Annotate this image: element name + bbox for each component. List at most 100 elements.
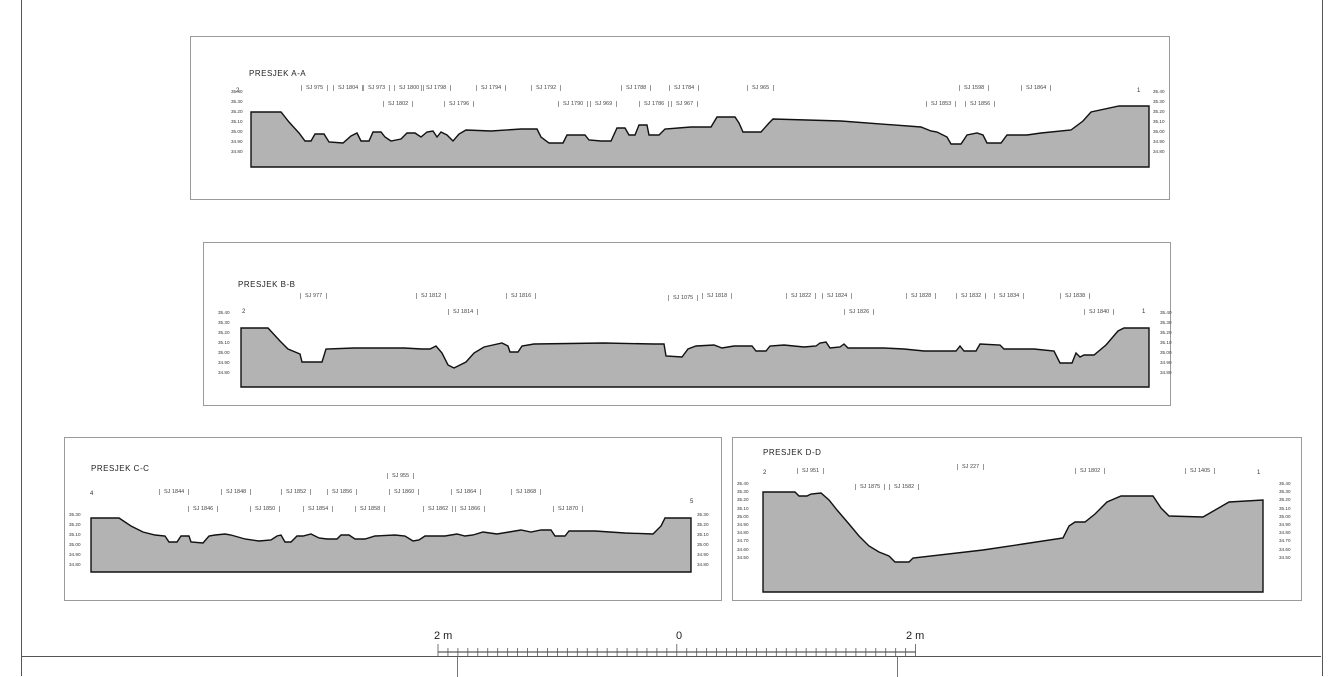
su-label: SJ 1818 — [702, 293, 733, 299]
su-label: SJ 1814 — [448, 309, 479, 315]
section-title-cc: PRESJEK C-C — [91, 464, 150, 473]
elevation-value: 35.00 — [1160, 350, 1172, 355]
elevation-scale-left-dd: 35.40 35.30 35.20 35.10 35.00 34.90 34.8… — [737, 480, 749, 562]
su-label: SJ 977 — [300, 293, 328, 299]
su-label: SJ 1838 — [1060, 293, 1091, 299]
elevation-value: 35.30 — [737, 489, 749, 495]
end-label-left-aa: 2 — [236, 88, 240, 94]
elevation-value: 35.30 — [697, 512, 709, 517]
elevation-value: 35.20 — [231, 109, 243, 114]
elevation-value: 35.10 — [218, 340, 230, 345]
elevation-value: 35.20 — [1279, 497, 1291, 503]
elevation-value: 35.00 — [231, 129, 243, 134]
elevation-value: 35.40 — [1279, 481, 1291, 486]
su-label: SJ 1796 — [444, 101, 475, 107]
section-panel-cc: PRESJEK C-C 4 5 35.30 35.20 35.10 35.00 … — [64, 437, 722, 601]
elevation-value: 35.10 — [1279, 505, 1291, 511]
elevation-value: 35.40 — [1160, 310, 1172, 315]
su-label: SJ 1802 — [1075, 468, 1106, 474]
elevation-value: 34.50 — [737, 554, 749, 560]
elevation-scale-left-bb: 35.40 35.30 35.20 35.10 35.00 34.90 34.8… — [218, 308, 230, 378]
su-label: SJ 1870 — [553, 506, 584, 512]
su-label: SJ 1794 — [476, 85, 507, 91]
section-profile-bb — [240, 327, 1150, 388]
su-label: SJ 1405 — [1185, 468, 1216, 474]
su-label: SJ 967 — [671, 101, 699, 107]
elevation-value: 34.80 — [697, 562, 709, 567]
elevation-scale-left-aa: 35.40 35.30 35.20 35.10 35.00 34.90 34.8… — [231, 87, 243, 157]
elevation-value: 35.20 — [697, 522, 709, 527]
elevation-value: 35.00 — [1279, 513, 1291, 519]
su-label: SJ 1856 — [965, 101, 996, 107]
su-label: SJ 975 — [301, 85, 329, 91]
su-label: SJ 1860 — [389, 489, 420, 495]
elevation-value: 35.10 — [231, 119, 243, 124]
elevation-value: 34.80 — [1279, 530, 1291, 536]
soil-fill-aa — [250, 105, 1150, 168]
elevation-value: 35.40 — [1153, 89, 1165, 94]
elevation-value: 35.40 — [231, 89, 243, 94]
su-label: SJ 951 — [797, 468, 825, 474]
elevation-value: 35.20 — [1160, 330, 1172, 335]
su-label: SJ 1828 — [906, 293, 937, 299]
soil-fill-bb — [240, 327, 1150, 388]
elevation-value: 35.20 — [69, 522, 81, 527]
elevation-value: 34.90 — [697, 552, 709, 557]
elevation-value: 35.10 — [697, 532, 709, 537]
elevation-value: 35.40 — [218, 310, 230, 315]
elevation-value: 34.80 — [737, 530, 749, 536]
elevation-value: 35.30 — [1279, 489, 1291, 495]
end-label-left-dd: 2 — [763, 470, 767, 476]
elevation-scale-right-dd: 35.40 35.30 35.20 35.10 35.00 34.90 34.8… — [1279, 480, 1291, 562]
su-label: SJ 1848 — [221, 489, 252, 495]
elevation-value: 35.10 — [737, 505, 749, 511]
su-label: SJ 1844 — [159, 489, 190, 495]
elevation-value: 34.80 — [218, 370, 230, 375]
su-label: SJ 955 — [387, 473, 415, 479]
section-title-bb: PRESJEK B-B — [238, 280, 296, 289]
su-label: SJ 1852 — [281, 489, 312, 495]
elevation-value: 34.80 — [231, 149, 243, 154]
su-label: SJ 973 — [363, 85, 391, 91]
elevation-scale-left-cc: 35.30 35.20 35.10 35.00 34.90 34.80 — [69, 510, 81, 570]
scale-bar — [437, 644, 917, 656]
su-label: SJ 1866 — [455, 506, 486, 512]
section-profile-dd — [762, 491, 1264, 593]
sheet-footer-bar — [21, 656, 1321, 677]
elevation-value: 34.70 — [1279, 538, 1291, 544]
su-label: SJ 1812 — [416, 293, 447, 299]
elevation-value: 35.00 — [1153, 129, 1165, 134]
soil-fill-cc — [90, 517, 692, 573]
elevation-value: 35.20 — [1153, 109, 1165, 114]
su-label: SJ 1846 — [188, 506, 219, 512]
elevation-value: 34.80 — [1160, 370, 1172, 375]
su-label: SJ 227 — [957, 464, 985, 470]
su-label: SJ 1868 — [511, 489, 542, 495]
elevation-value: 34.90 — [1279, 522, 1291, 528]
end-label-left-bb: 2 — [242, 309, 246, 315]
su-label: SJ 1875 — [855, 484, 886, 490]
su-label: SJ 1802 — [383, 101, 414, 107]
elevation-value: 35.20 — [218, 330, 230, 335]
elevation-value: 35.10 — [1160, 340, 1172, 345]
su-label: SJ 1582 — [889, 484, 920, 490]
su-label: SJ 1840 — [1084, 309, 1115, 315]
su-label: SJ 1864 — [451, 489, 482, 495]
su-label: SJ 1853 — [926, 101, 957, 107]
section-panel-aa: PRESJEK A-A 2 1 35.40 35.30 35.20 35.10 … — [190, 36, 1170, 200]
su-label: SJ 1798 — [421, 85, 452, 91]
elevation-value: 35.00 — [69, 542, 81, 547]
su-label: SJ 1788 — [621, 85, 652, 91]
su-label: SJ 1826 — [844, 309, 875, 315]
su-label: SJ 1834 — [994, 293, 1025, 299]
elevation-value: 34.90 — [1153, 139, 1165, 144]
elevation-value: 34.50 — [1279, 554, 1291, 560]
end-label-left-cc: 4 — [90, 491, 94, 497]
section-profile-cc — [90, 517, 692, 573]
elevation-value: 35.30 — [69, 512, 81, 517]
section-panel-dd: PRESJEK D-D 2 1 35.40 35.30 35.20 35.10 … — [732, 437, 1302, 601]
elevation-value: 34.80 — [1153, 149, 1165, 154]
elevation-scale-right-cc: 35.30 35.20 35.10 35.00 34.90 34.80 — [697, 510, 709, 570]
elevation-value: 35.40 — [737, 481, 749, 486]
su-label: SJ 1858 — [355, 506, 386, 512]
